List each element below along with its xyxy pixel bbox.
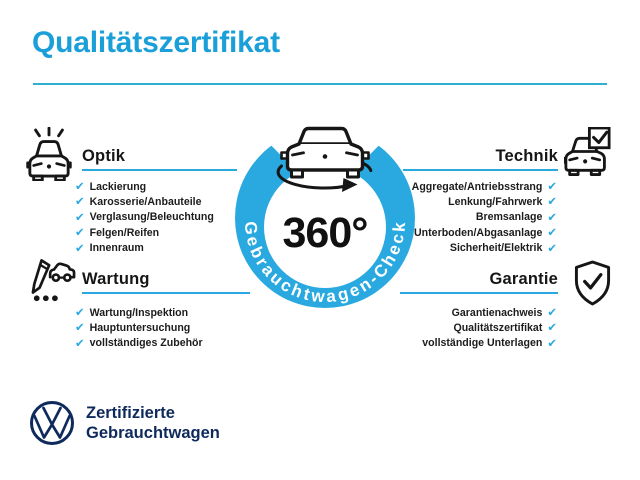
check-icon: ✔ <box>547 178 557 193</box>
list-item: ✔ Karosserie/Anbauteile <box>75 194 214 209</box>
optik-underline <box>82 169 237 171</box>
list-item: ✔ Wartung/Inspektion <box>75 305 203 320</box>
garantie-item-list: Garantienachweis ✔ Qualitätszertifikat ✔ v… <box>337 305 557 351</box>
list-item: ✔ Verglasung/Beleuchtung <box>75 210 214 225</box>
rotation-arrowhead <box>342 178 358 192</box>
item-label: Unterboden/Abgasanlage <box>414 226 543 239</box>
wartung-item-list: ✔ Wartung/Inspektion ✔ Hauptuntersuchung ✔… <box>75 305 203 351</box>
section-header-optik: Optik <box>82 147 126 165</box>
item-label: Felgen/Reifen <box>89 226 160 239</box>
check-icon: ✔ <box>547 209 557 224</box>
brand-line-2: Gebrauchtwagen <box>86 423 220 442</box>
badge-degree-label: 360° <box>283 209 368 257</box>
shine-car-icon <box>26 127 72 181</box>
item-label: vollständige Unterlagen <box>422 337 543 350</box>
item-label: Aggregate/Antriebsstrang <box>411 180 543 193</box>
shield-check-icon <box>574 260 611 306</box>
brand-wordmark: Zertifizierte Gebrauchtwagen <box>86 404 220 443</box>
garantie-underline <box>400 292 558 294</box>
item-label: Innenraum <box>89 242 144 255</box>
wartung-underline <box>82 292 250 294</box>
check-icon: ✔ <box>75 194 85 209</box>
service-checklist-icon <box>31 259 76 302</box>
list-item: ✔ Hauptuntersuchung <box>75 320 203 335</box>
item-label: vollständiges Zubehör <box>89 337 203 350</box>
item-label: Karosserie/Anbauteile <box>89 196 202 209</box>
list-item: Sicherheit/Elektrik ✔ <box>450 241 557 256</box>
vw-logo <box>30 401 74 445</box>
list-item: Qualitätszertifikat ✔ <box>453 320 557 335</box>
list-item: ✔ Innenraum <box>75 241 214 256</box>
item-label: Lackierung <box>89 180 147 193</box>
check-icon: ✔ <box>547 335 557 350</box>
check-icon: ✔ <box>547 194 557 209</box>
item-label: Qualitätszertifikat <box>453 322 543 335</box>
brand-line-1: Zertifizierte <box>86 404 175 422</box>
item-label: Garantienachweis <box>451 306 543 319</box>
list-item: vollständige Unterlagen ✔ <box>422 336 557 351</box>
check-icon: ✔ <box>75 335 85 350</box>
list-item: Aggregate/Antriebsstrang ✔ <box>412 179 557 194</box>
title-rule <box>33 83 607 85</box>
car-checkbox-icon <box>564 127 611 176</box>
item-label: Sicherheit/Elektrik <box>449 242 543 255</box>
page-title: Qualitätszertifikat <box>32 26 280 59</box>
list-item: ✔ Lackierung <box>75 179 214 194</box>
item-label: Bremsanlage <box>475 211 543 224</box>
technik-item-list: Aggregate/Antriebsstrang ✔ Lenkung/Fahrwe… <box>337 179 557 256</box>
check-icon: ✔ <box>547 240 557 255</box>
check-icon: ✔ <box>75 178 85 193</box>
technik-underline <box>403 169 558 171</box>
list-item: ✔ Felgen/Reifen <box>75 225 214 240</box>
list-item: ✔ vollständiges Zubehör <box>75 336 203 351</box>
list-item: Bremsanlage ✔ <box>476 210 557 225</box>
check-icon: ✔ <box>547 225 557 240</box>
item-label: Wartung/Inspektion <box>89 306 189 319</box>
check-icon: ✔ <box>547 304 557 319</box>
section-header-technik: Technik <box>495 147 558 165</box>
check-icon: ✔ <box>75 304 85 319</box>
360-check-badge: Gebrauchtwagen-Check 360° <box>235 124 415 308</box>
item-label: Lenkung/Fahrwerk <box>448 196 543 209</box>
check-icon: ✔ <box>75 209 85 224</box>
check-icon: ✔ <box>75 240 85 255</box>
item-label: Hauptuntersuchung <box>89 322 191 335</box>
list-item: Unterboden/Abgasanlage ✔ <box>414 225 557 240</box>
check-icon: ✔ <box>75 320 85 335</box>
check-icon: ✔ <box>547 320 557 335</box>
section-header-wartung: Wartung <box>82 270 150 288</box>
optik-item-list: ✔ Lackierung ✔ Karosserie/Anbauteile ✔ Verg… <box>75 179 214 256</box>
list-item: Lenkung/Fahrwerk ✔ <box>448 194 557 209</box>
section-header-garantie: Garantie <box>489 270 558 288</box>
list-item: Garantienachweis ✔ <box>452 305 557 320</box>
check-icon: ✔ <box>75 225 85 240</box>
item-label: Verglasung/Beleuchtung <box>89 211 214 224</box>
